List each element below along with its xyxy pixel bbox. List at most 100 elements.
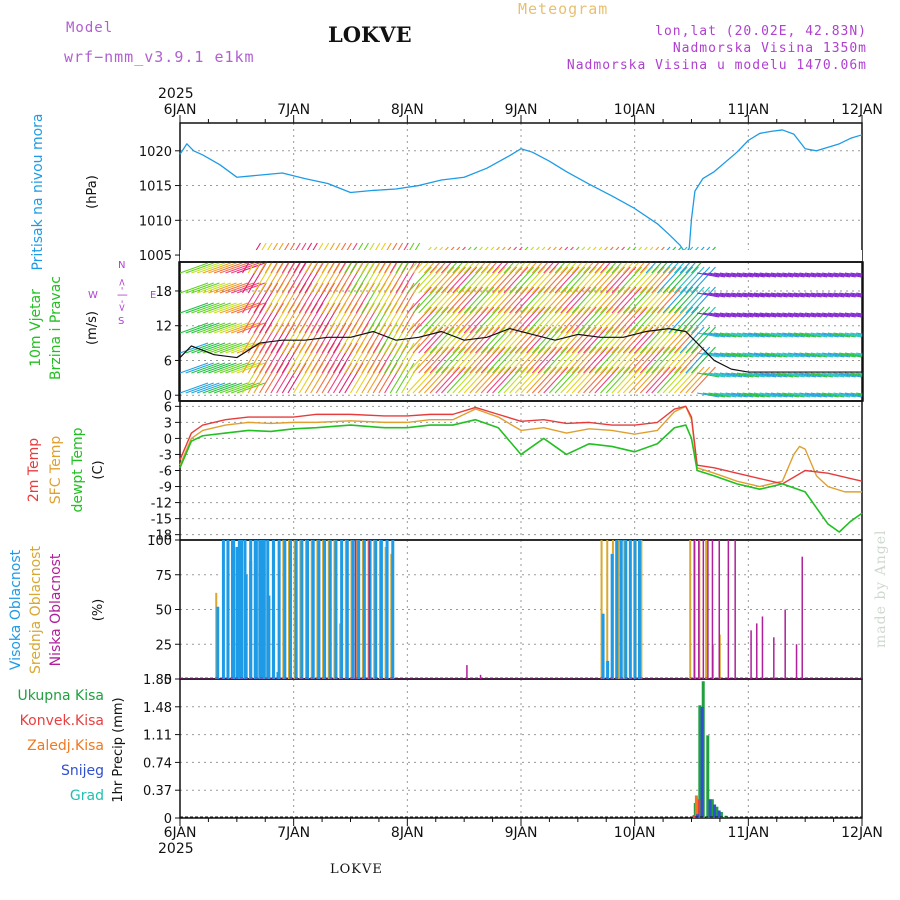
wind-barb <box>714 392 737 398</box>
wind-barb <box>691 346 716 374</box>
y-tick-label: 0.37 <box>143 784 172 799</box>
wind-barb <box>446 266 472 294</box>
wind-barb <box>605 346 631 374</box>
wind-barb <box>469 346 495 374</box>
wind-barb <box>554 306 580 334</box>
date-label-bottom: 9JAN <box>505 825 538 841</box>
wind-barb <box>805 292 828 298</box>
high-cloud-bar <box>262 540 266 679</box>
high-cloud-bar <box>633 540 637 679</box>
wind-barb <box>463 326 489 354</box>
wind-barb <box>179 342 209 354</box>
wind-barb <box>827 292 850 298</box>
high-cloud-bar <box>610 553 614 679</box>
precip-legend-3: Snijeg <box>61 763 104 779</box>
wind-barb <box>213 302 243 314</box>
wind-barb <box>793 272 816 278</box>
precip-bar <box>713 804 717 818</box>
wind-barb <box>179 322 209 334</box>
wind-barb <box>679 306 705 334</box>
wind-barb <box>452 346 478 374</box>
wind-clip-right <box>863 261 900 402</box>
wind-barb <box>645 366 671 394</box>
wind-barb <box>668 306 694 334</box>
wind-barb <box>191 262 220 274</box>
wind-barb <box>412 306 438 334</box>
wind-barb <box>497 306 523 334</box>
wind-barb <box>759 292 782 298</box>
wind-barb <box>725 372 748 378</box>
high-cloud-bar <box>237 540 241 679</box>
wind-barb <box>208 302 237 314</box>
wind-barb <box>645 326 671 354</box>
wind-barb <box>583 286 608 314</box>
wind-barb <box>418 326 444 354</box>
precip-legend-0: Ukupna Kisa <box>17 688 104 704</box>
wind-barb <box>725 312 748 318</box>
high-cloud-bar <box>311 540 315 679</box>
cloud-unit: (%) <box>91 599 106 622</box>
low-cloud-bar <box>773 637 775 679</box>
date-label-bottom: 7JAN <box>277 825 310 841</box>
wind-barb <box>435 266 461 294</box>
wind-barb <box>753 392 777 398</box>
low-cloud-bar <box>784 609 786 679</box>
wind-barb <box>731 392 754 398</box>
low-cloud-bar <box>466 665 468 679</box>
wind-barb <box>679 366 705 394</box>
low-cloud-label: Niska Oblacnost <box>48 553 64 666</box>
wind-barb <box>742 372 765 378</box>
high-cloud-bar <box>226 540 230 679</box>
wind-barb <box>401 342 421 374</box>
dewpt-line <box>179 418 863 533</box>
wind-barb <box>469 286 495 314</box>
wind-barb <box>509 326 535 354</box>
wind-barb <box>208 382 237 394</box>
wind-barb <box>605 366 631 394</box>
high-cloud-bar <box>221 540 225 679</box>
wind-barb <box>719 372 743 378</box>
wind-barb <box>679 326 705 354</box>
wind-barb <box>429 366 455 394</box>
wind-barb <box>452 366 478 394</box>
wind-barb <box>765 332 788 338</box>
wind-barb <box>839 312 862 318</box>
wind-barb <box>833 272 856 278</box>
wind-barb <box>731 272 754 278</box>
low-cloud-bar <box>711 540 714 679</box>
wind-barb <box>395 342 415 374</box>
wind-barb <box>799 392 822 398</box>
temp2m-line <box>179 405 863 485</box>
wind-barb <box>497 366 523 394</box>
wind-barb <box>503 326 529 354</box>
wind-barb <box>782 372 805 378</box>
high-cloud-bar <box>271 540 275 679</box>
wind-barb <box>219 362 248 374</box>
wind-barb <box>651 306 677 334</box>
dewpt-label: dewpt Temp <box>70 427 86 512</box>
wind-barb <box>839 372 862 378</box>
high-cloud-bar <box>288 540 292 679</box>
lonlat-info: lon,lat (20.02E, 42.83N) <box>655 24 867 39</box>
wind-barb <box>458 366 483 394</box>
wind-barb <box>435 366 461 394</box>
wind-barb <box>202 322 231 334</box>
wind-barb <box>441 366 466 394</box>
wind-barb <box>225 362 254 374</box>
wind-barb <box>537 286 563 314</box>
wind-barb <box>560 286 586 314</box>
wind-barb <box>793 312 816 318</box>
mid-cloud-bar <box>640 540 643 679</box>
wind-barb <box>202 282 231 294</box>
wind-barb <box>788 272 811 278</box>
wind-barb <box>549 306 574 334</box>
wind-barb <box>793 332 816 338</box>
wind-barb <box>549 286 574 314</box>
wind-barb <box>423 286 449 314</box>
temp2m-label: 2m Temp <box>26 438 42 502</box>
wind-barb <box>782 392 805 398</box>
wind-barb <box>622 346 648 374</box>
wind-barb <box>191 302 220 314</box>
high-cloud-bar <box>317 540 321 679</box>
wind-barb <box>731 292 754 298</box>
